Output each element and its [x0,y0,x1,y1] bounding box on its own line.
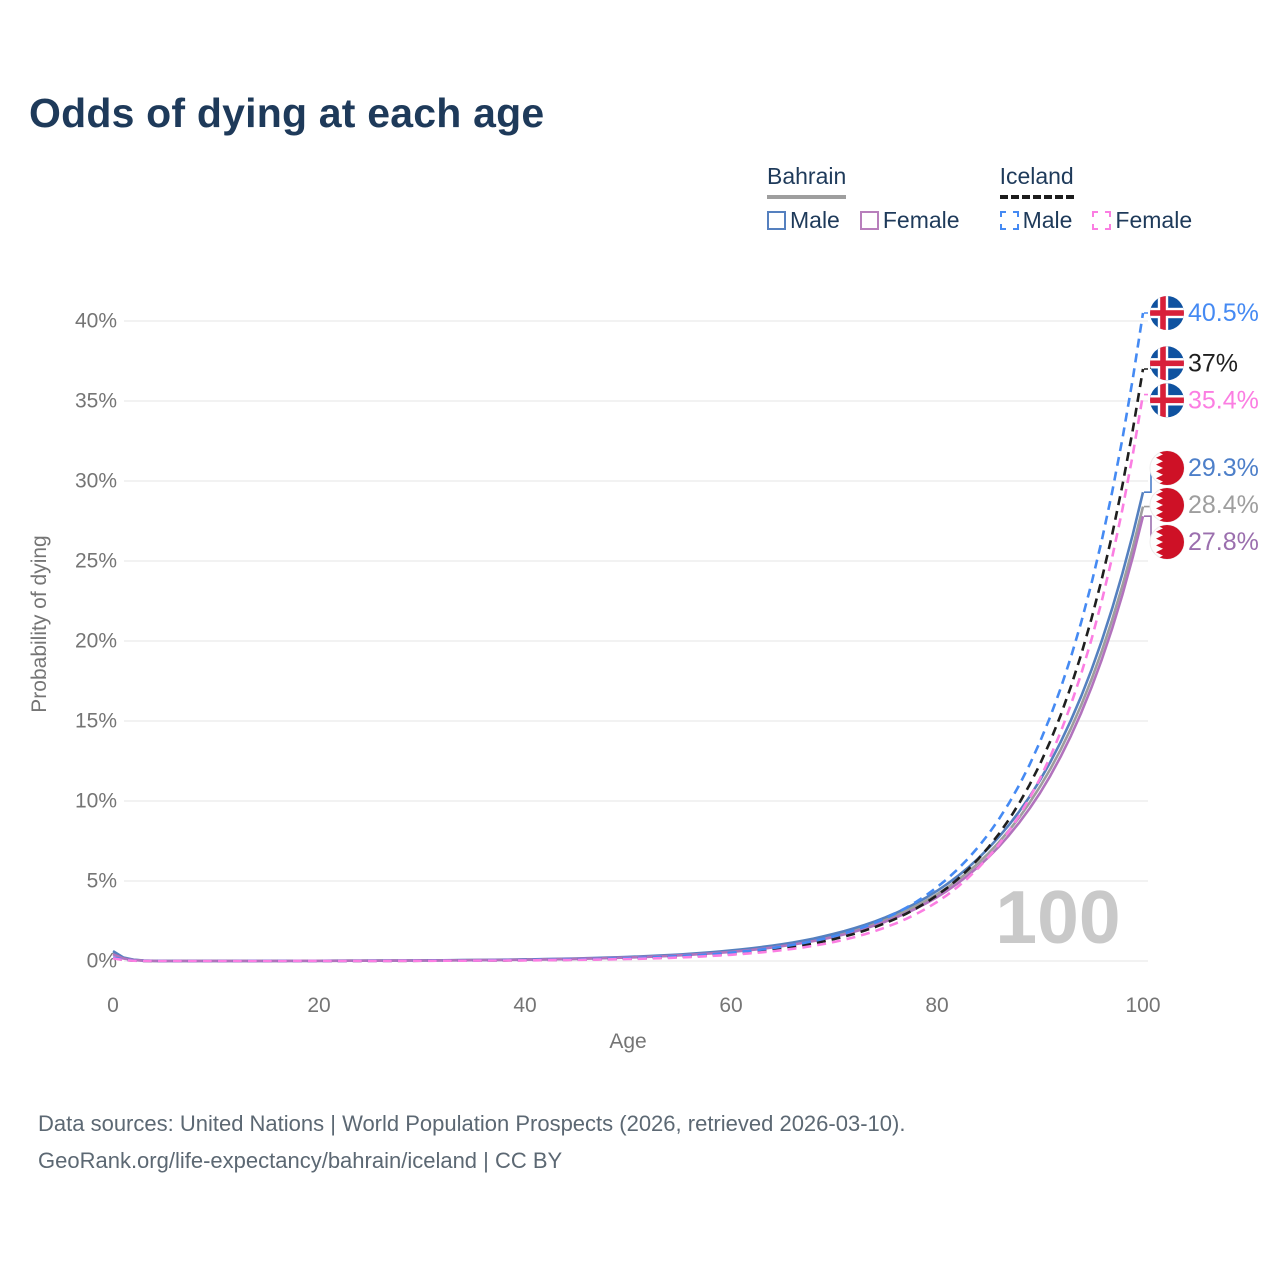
legend-item-iceland-female[interactable]: Female [1092,207,1192,234]
legend-items-iceland: Male Female [999,207,1192,234]
bahrain-flag [1150,451,1185,485]
legend: Bahrain Male Female Iceland Male Female [767,163,1192,234]
iceland-flag [1150,346,1184,380]
page-title: Odds of dying at each age [29,90,545,136]
curve-bahrain-female[interactable] [112,515,1145,963]
legend-header-bahrain: Bahrain [767,163,847,199]
footer: Data sources: United Nations | World Pop… [38,1105,905,1179]
end-label-iceland-both-sexes-: 37% [1188,349,1238,377]
y-tick-25%: 25% [75,550,117,573]
mortality-line-chart: 100 0% 5% 10% 15% 20% 25% 30% 35% 40% 0 20 40 60 80 10… [28,0,1259,1054]
legend-items-bahrain: Male Female [767,207,960,234]
x-axis-title: Age [609,1030,646,1053]
x-tick-40: 40 [513,994,536,1017]
age-watermark: 100 [995,875,1120,959]
legend-label-bahrain-female: Female [882,207,960,233]
legend-label-iceland-female: Female [1115,207,1193,233]
end-labels: 40.5% 37% 35.4% 29.3% 28.4% 27.8% [1144,296,1259,559]
legend-item-bahrain-female[interactable]: Female [859,207,960,234]
axis-labels: 0% 5% 10% 15% 20% 25% 30% 35% 40% 0 20 40 60 80 100 Age… [28,310,1161,1054]
y-tick-35%: 35% [75,390,117,413]
y-tick-15%: 15% [75,710,117,733]
legend-group-iceland: Iceland Male Female [999,163,1192,234]
legend-item-bahrain-male[interactable]: Male [767,207,840,234]
legend-item-iceland-male[interactable]: Male [999,207,1073,234]
y-tick-10%: 10% [75,790,117,813]
legend-header-iceland: Iceland [999,163,1074,199]
bahrain-flag [1150,525,1185,559]
curve-iceland-male[interactable] [112,312,1145,963]
y-tick-0%: 0% [87,950,117,973]
y-tick-20%: 20% [75,630,117,653]
curve-bahrain-male[interactable] [112,491,1145,963]
curve-iceland-female[interactable] [112,394,1145,963]
iceland-male-swatch-icon [999,211,1019,230]
curve-bahrain-both-sexes-[interactable] [112,506,1145,963]
bahrain-female-swatch-icon [859,211,879,230]
gridlines [124,320,1148,962]
end-label-iceland-female: 35.4% [1188,386,1259,414]
legend-label-bahrain-male: Male [790,207,840,233]
iceland-female-swatch-icon [1092,211,1112,230]
legend-group-bahrain: Bahrain Male Female [767,163,960,234]
iceland-flag [1150,296,1184,330]
x-tick-100: 100 [1125,994,1160,1017]
data-series [112,312,1145,963]
iceland-flag [1150,383,1184,417]
x-tick-80: 80 [925,994,948,1017]
y-tick-30%: 30% [75,470,117,493]
data-sources-line: Data sources: United Nations | World Pop… [38,1111,906,1136]
end-label-bahrain-male: 29.3% [1188,454,1259,482]
end-label-iceland-male: 40.5% [1188,299,1259,327]
curve-iceland-both-sexes-[interactable] [112,368,1145,963]
y-tick-40%: 40% [75,310,117,333]
x-tick-0: 0 [107,994,119,1017]
x-tick-60: 60 [719,994,742,1017]
legend-label-iceland-male: Male [1022,207,1073,233]
bahrain-flag [1150,488,1185,522]
watermark: 100 [995,875,1120,959]
y-tick-5%: 5% [87,870,117,893]
bahrain-male-swatch-icon [767,211,786,230]
end-label-bahrain-female: 27.8% [1188,528,1259,556]
x-tick-20: 20 [307,994,330,1017]
attribution-line: GeoRank.org/life-expectancy/bahrain/icel… [38,1148,563,1173]
y-axis-title: Probability of dying [28,535,51,712]
end-label-bahrain-both-sexes-: 28.4% [1188,491,1259,519]
